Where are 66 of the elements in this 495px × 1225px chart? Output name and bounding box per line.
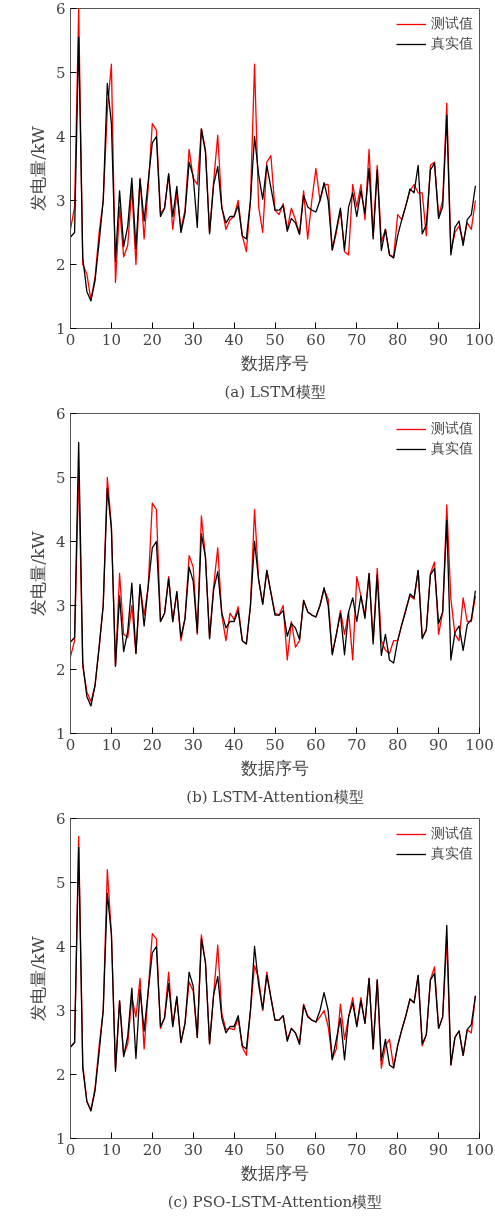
legend-label: 测试值 — [431, 825, 473, 843]
x-tick-label: 100 — [465, 735, 494, 754]
x-tick-label: 100 — [465, 330, 494, 349]
y-tick-label: 1 — [55, 1130, 66, 1148]
legend-label: 真实值 — [431, 440, 473, 458]
y-tick-label: 2 — [55, 256, 66, 274]
x-tick-label: 80 — [388, 330, 408, 349]
x-tick-label: 40 — [224, 1140, 244, 1159]
x-tick-label: 10 — [101, 735, 121, 754]
x-tick-label: 20 — [142, 1140, 162, 1159]
x-tick-label: 80 — [388, 1140, 408, 1159]
y-tick-label: 2 — [55, 661, 66, 679]
x-tick-label: 20 — [142, 330, 162, 349]
x-tick-label: 80 — [388, 735, 408, 754]
legend-label: 真实值 — [431, 845, 473, 863]
x-tick-label: 50 — [265, 1140, 285, 1159]
x-axis-title: 数据序号 — [241, 757, 309, 778]
y-tick-label: 3 — [55, 192, 66, 210]
y-tick-label: 2 — [55, 1066, 66, 1084]
x-tick-label: 10 — [101, 1140, 121, 1159]
y-tick-label: 4 — [55, 533, 66, 551]
x-axis-title: 数据序号 — [241, 1162, 309, 1183]
x-tick-label: 60 — [306, 1140, 326, 1159]
y-tick-label: 6 — [55, 0, 66, 18]
legend-label: 测试值 — [431, 15, 473, 33]
y-tick-label: 3 — [55, 597, 66, 615]
y-tick-label: 5 — [55, 64, 66, 82]
x-tick-label: 0 — [65, 1140, 76, 1159]
x-tick-label: 40 — [224, 330, 244, 349]
x-tick-label: 0 — [65, 735, 76, 754]
x-tick-label: 60 — [306, 330, 326, 349]
x-tick-label: 70 — [347, 330, 367, 349]
x-tick-label: 10 — [101, 330, 121, 349]
x-tick-label: 50 — [265, 735, 285, 754]
legend-label: 真实值 — [431, 35, 473, 53]
y-tick-label: 1 — [55, 320, 66, 338]
x-tick-label: 70 — [347, 735, 367, 754]
x-tick-label: 60 — [306, 735, 326, 754]
y-tick-label: 4 — [55, 128, 66, 146]
y-axis-title: 发电量/kW — [27, 935, 48, 1021]
x-tick-label: 70 — [347, 1140, 367, 1159]
x-tick-label: 30 — [183, 330, 203, 349]
y-tick-label: 3 — [55, 1002, 66, 1020]
y-tick-label: 1 — [55, 725, 66, 743]
x-tick-label: 30 — [183, 1140, 203, 1159]
text: (c) PSO-LSTM-Attention模型 — [167, 1192, 383, 1211]
x-tick-label: 0 — [65, 330, 76, 349]
x-axis-title: 数据序号 — [241, 352, 309, 373]
text: (b) LSTM-Attention模型 — [186, 787, 364, 806]
x-tick-label: 30 — [183, 735, 203, 754]
y-tick-label: 6 — [55, 810, 66, 828]
y-tick-label: 6 — [55, 405, 66, 423]
y-axis-title: 发电量/kW — [27, 125, 48, 211]
x-tick-label: 40 — [224, 735, 244, 754]
y-axis-title: 发电量/kW — [27, 530, 48, 616]
x-tick-label: 90 — [429, 735, 449, 754]
y-tick-label: 4 — [55, 938, 66, 956]
x-tick-label: 100 — [465, 1140, 494, 1159]
text: (a) LSTM模型 — [224, 382, 326, 401]
x-tick-label: 50 — [265, 330, 285, 349]
x-tick-label: 20 — [142, 735, 162, 754]
x-tick-label: 90 — [429, 1140, 449, 1159]
y-tick-label: 5 — [55, 874, 66, 892]
x-tick-label: 90 — [429, 330, 449, 349]
y-tick-label: 5 — [55, 469, 66, 487]
legend-label: 测试值 — [431, 420, 473, 438]
